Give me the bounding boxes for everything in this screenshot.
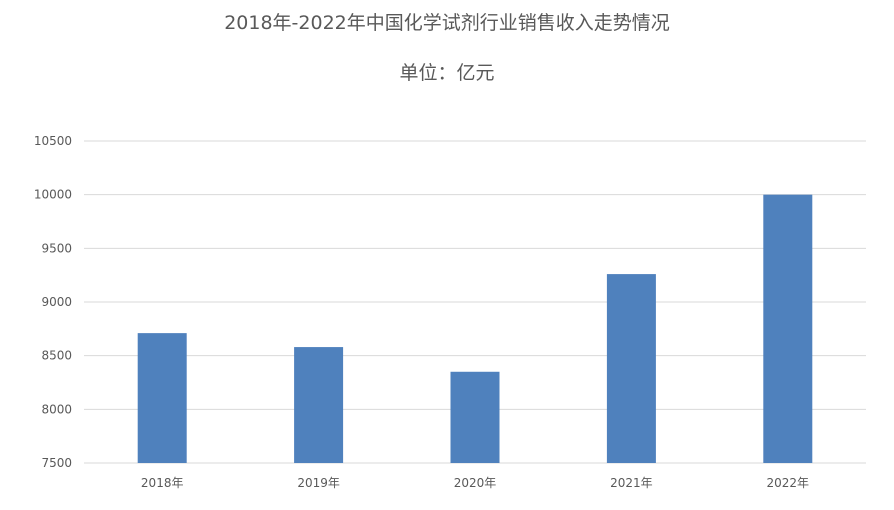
chart-title: 2018年-2022年中国化学试剂行业销售收入走势情况 [224, 12, 670, 34]
chart-subtitle: 单位：亿元 [399, 62, 495, 84]
x-axis: 2018年 2019年 2020年 2021年 2022年 [141, 476, 809, 490]
y-tick-label: 10500 [34, 134, 72, 148]
y-tick-label: 8000 [41, 402, 72, 416]
y-tick-label: 9000 [41, 295, 72, 309]
bar-2022年 [763, 194, 813, 463]
bars [137, 194, 813, 463]
bar-2018年 [137, 333, 187, 463]
gridlines [84, 140, 866, 464]
x-tick-label: 2021年 [610, 476, 653, 490]
x-tick-label: 2020年 [454, 476, 497, 490]
x-tick-label: 2019年 [297, 476, 340, 490]
bar-2020年 [450, 371, 500, 463]
y-tick-label: 7500 [41, 456, 72, 470]
y-tick-label: 8500 [41, 349, 72, 363]
y-tick-label: 10000 [34, 188, 72, 202]
y-axis: 7500 8000 8500 9000 9500 10000 10500 [34, 134, 72, 470]
x-tick-label: 2018年 [141, 476, 184, 490]
x-tick-label: 2022年 [767, 476, 810, 490]
y-tick-label: 9500 [41, 241, 72, 255]
bar-2021年 [606, 274, 656, 463]
bar-2019年 [294, 347, 344, 463]
